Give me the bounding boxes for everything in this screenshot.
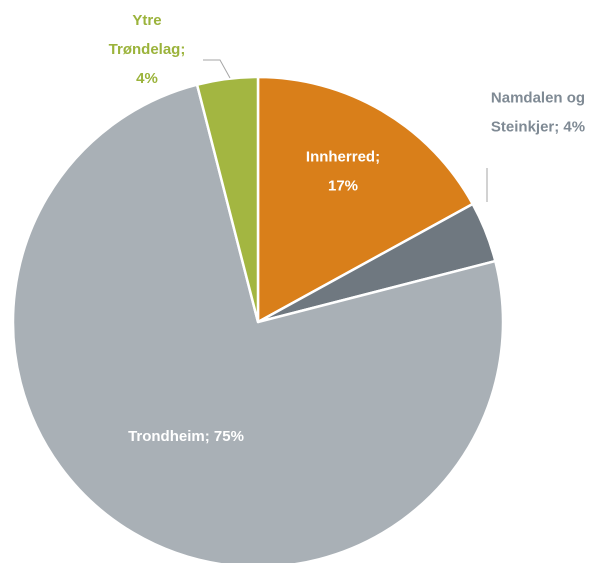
data-label: Steinkjer; 4% — [491, 118, 585, 135]
slices — [11, 75, 505, 563]
data-label: Namdalen og — [491, 89, 585, 106]
data-label: Trøndelag; — [109, 41, 186, 58]
leader-line — [203, 59, 231, 79]
pie-slice — [256, 75, 474, 324]
data-label: 17% — [328, 177, 358, 194]
data-label: Innherred; — [306, 148, 380, 165]
pie-slice — [195, 75, 260, 324]
labels: Innherred; 17% Namdalen og Steinkjer; 4% Tro… — [109, 12, 585, 445]
data-label: 4% — [136, 70, 158, 87]
data-label: Trondheim; 75% — [128, 428, 244, 445]
pie-slice — [11, 83, 505, 563]
data-label: Ytre — [132, 12, 161, 29]
